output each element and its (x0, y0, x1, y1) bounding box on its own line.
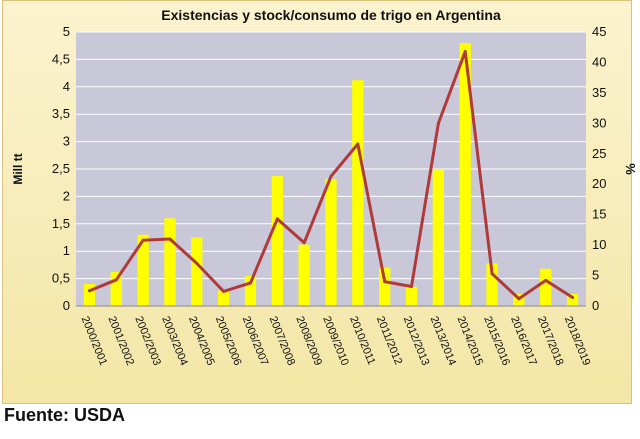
x-tick-label: 2004/2005 (186, 315, 217, 368)
ratio-point (141, 238, 145, 242)
chart-title: Existencias y stock/consumo de trigo en … (161, 7, 501, 23)
ratio-point (114, 278, 118, 282)
y2-tick-label: 40 (592, 54, 606, 69)
ratio-point (356, 142, 360, 146)
ratio-point (436, 121, 440, 125)
ratio-point (168, 237, 172, 241)
y-tick-label: 3 (63, 134, 70, 149)
y2-tick-label: 0 (592, 298, 599, 313)
x-tick-label: 2007/2008 (267, 315, 298, 368)
y-tick-label: 5 (63, 24, 70, 39)
x-tick-label: 2013/2014 (428, 315, 459, 368)
bar (244, 275, 257, 306)
x-tick-label: 2009/2010 (320, 315, 351, 368)
bar (352, 80, 364, 306)
x-tick-label: 2002/2003 (132, 315, 163, 368)
ratio-point (195, 261, 199, 265)
source-note: Fuente: USDA (4, 405, 125, 425)
y2-axis-label: % (623, 163, 638, 175)
bar (271, 176, 283, 306)
bar (566, 293, 579, 306)
x-tick-label: 2008/2009 (293, 315, 324, 368)
x-tick-label: 2003/2004 (159, 315, 190, 368)
ratio-point (544, 278, 548, 282)
y-tick-label: 0 (63, 298, 70, 313)
y-tick-label: 1 (63, 243, 70, 258)
x-tick-label: 2000/2001 (79, 315, 110, 368)
x-tick-label: 2015/2016 (481, 315, 512, 368)
y-tick-label: 1,5 (52, 216, 70, 231)
y2-tick-label: 10 (592, 237, 606, 252)
ratio-point (222, 289, 226, 293)
bar (540, 268, 552, 306)
x-tick-label: 2011/2012 (374, 315, 404, 367)
ratio-point (463, 49, 467, 53)
y-tick-label: 3,5 (52, 106, 70, 121)
y2-tick-label: 25 (592, 146, 606, 161)
bar (298, 244, 310, 306)
ratio-point (275, 217, 279, 221)
y-tick-label: 2,5 (52, 161, 70, 176)
y-tick-label: 0,5 (52, 271, 70, 286)
y2-tick-label: 30 (592, 115, 606, 130)
ratio-point (571, 295, 575, 299)
y-tick-label: 4 (63, 79, 70, 94)
ratio-point (490, 272, 494, 276)
bar (164, 218, 176, 306)
y2-tick-label: 5 (592, 268, 599, 283)
y2-tick-label: 35 (592, 85, 606, 100)
ratio-point (517, 297, 521, 301)
x-tick-label: 2005/2006 (213, 315, 244, 368)
y2-tick-label: 45 (592, 24, 606, 39)
ratio-point (87, 289, 91, 293)
y-axis-label: Mill tt (11, 153, 25, 184)
wheat-stock-chart: Existencias y stock/consumo de trigo en … (11, 7, 638, 368)
x-tick-label: 2014/2015 (454, 315, 485, 368)
bar (191, 237, 203, 306)
x-tick-label: 2012/2013 (401, 315, 432, 368)
bar (405, 286, 418, 306)
bar (432, 170, 445, 306)
ratio-point (302, 241, 306, 245)
bar (459, 42, 471, 307)
bar (486, 263, 498, 306)
bar (217, 290, 230, 306)
y-tick-label: 4,5 (52, 51, 70, 66)
bar (325, 178, 337, 306)
ratio-point (248, 281, 252, 285)
x-tick-label: 2001/2002 (105, 315, 136, 368)
y-tick-label: 2 (63, 188, 70, 203)
ratio-point (329, 174, 333, 178)
bar (137, 234, 149, 306)
bar (110, 272, 122, 306)
y2-tick-label: 15 (592, 207, 606, 222)
ratio-point (383, 280, 387, 284)
x-tick-label: 2016/2017 (508, 315, 539, 368)
bar (379, 267, 391, 306)
y2-tick-label: 20 (592, 176, 606, 191)
ratio-point (410, 285, 414, 289)
bar (83, 284, 96, 306)
x-tick-label: 2006/2007 (240, 315, 271, 368)
x-tick-label: 2018/2019 (562, 315, 593, 368)
x-tick-label: 2010/2011 (347, 315, 377, 367)
x-tick-label: 2017/2018 (535, 315, 566, 368)
